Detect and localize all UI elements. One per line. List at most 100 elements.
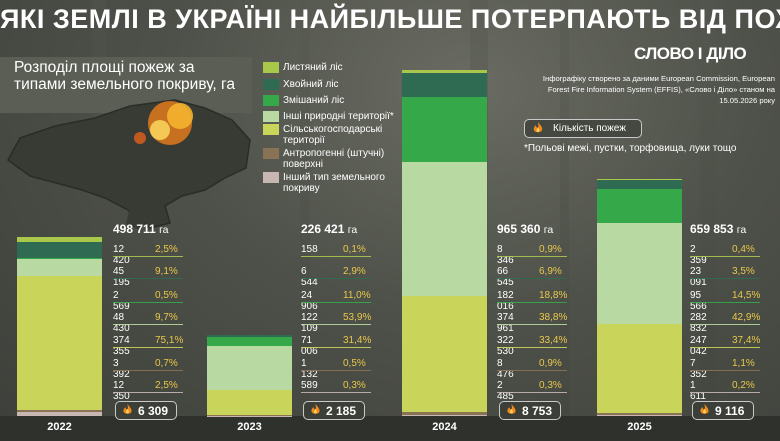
data-label-value: 45 195 <box>113 266 130 288</box>
data-label-percent: 0,7% <box>155 358 178 369</box>
data-label-value: 158 <box>301 244 318 255</box>
data-label-percent: 33,4% <box>539 335 568 346</box>
bar-segment <box>17 237 102 242</box>
ukraine-map-icon <box>7 99 251 230</box>
flame-icon <box>309 403 322 419</box>
bar-segment <box>402 415 487 416</box>
bar-total-label: 965 360 га <box>497 222 553 236</box>
legend-label: Листяний ліс <box>283 62 343 73</box>
data-label-percent: 9,1% <box>155 266 178 277</box>
data-label-percent: 2,5% <box>155 244 178 255</box>
data-label-underline <box>113 347 183 348</box>
x-tick-label: 2023 <box>237 421 262 433</box>
data-label-percent: 2,9% <box>343 266 366 277</box>
bar-total-label: 659 853 га <box>690 222 746 236</box>
data-label-value: 3 392 <box>113 358 130 380</box>
total-value: 659 853 <box>690 222 737 236</box>
total-value: 226 421 <box>301 222 348 236</box>
data-label-value: 12 350 <box>113 380 130 402</box>
data-label-underline <box>301 278 371 279</box>
data-label-percent: 2,5% <box>155 380 178 391</box>
legend-label: Хвойний ліс <box>283 79 339 90</box>
data-label-underline <box>301 370 371 371</box>
bottom-band <box>0 416 780 441</box>
footnote: *Польові межі, пустки, торфовища, луки т… <box>524 143 737 154</box>
data-label-value: 322 530 <box>497 335 514 357</box>
data-label-percent: 1,1% <box>732 358 755 369</box>
source-credit: Інфографіку створено за даними European … <box>542 74 775 105</box>
data-label-value: 182 016 <box>497 290 514 312</box>
data-label-underline <box>690 256 760 257</box>
data-label-underline <box>301 256 371 257</box>
bar-total-label: 226 421 га <box>301 222 357 236</box>
data-label-percent: 0,4% <box>732 244 755 255</box>
data-label-underline <box>497 324 567 325</box>
data-label-percent: 6,9% <box>539 266 562 277</box>
data-label-value: 71 006 <box>301 335 318 357</box>
x-tick-label: 2025 <box>627 421 652 433</box>
data-label-percent: 37,4% <box>732 335 761 346</box>
bar-segment <box>597 222 682 325</box>
fires-count-value: 8 753 <box>522 404 553 418</box>
data-label-underline <box>301 347 371 348</box>
brand-logo: СЛОВО І ДІЛО <box>634 44 747 63</box>
data-label-underline <box>690 370 760 371</box>
data-label-value: 589 <box>301 380 318 391</box>
data-label-value: 7 352 <box>690 358 707 380</box>
data-label-underline <box>690 324 760 325</box>
total-unit: га <box>736 224 747 236</box>
legend-swatch <box>263 148 279 159</box>
bar-segment <box>597 188 682 223</box>
data-label-percent: 3,5% <box>732 266 755 277</box>
fires-count-value: 2 185 <box>326 404 357 418</box>
data-label-percent: 14,5% <box>732 290 761 301</box>
data-label-value: 24 906 <box>301 290 318 312</box>
data-label-underline <box>113 302 183 303</box>
data-label-percent: 0,2% <box>732 380 755 391</box>
fires-count-badge: 9 116 <box>692 401 754 420</box>
legend-swatch <box>263 111 279 122</box>
data-label-value: 1 611 <box>690 380 706 402</box>
total-value: 498 711 <box>113 222 160 236</box>
data-label-percent: 42,9% <box>732 312 761 323</box>
data-label-underline <box>497 302 567 303</box>
bar-segment <box>402 162 487 297</box>
legend-swatch <box>263 172 279 183</box>
fires-count-badge: 2 185 <box>303 401 365 420</box>
data-label-percent: 18,8% <box>539 290 568 301</box>
data-label-underline <box>301 392 371 393</box>
data-label-underline <box>690 347 760 348</box>
data-label-percent: 0,9% <box>539 244 562 255</box>
data-label-underline <box>113 370 183 371</box>
data-label-percent: 0,3% <box>539 380 562 391</box>
data-label-underline <box>690 278 760 279</box>
subtitle-box <box>0 57 252 113</box>
bar-segment <box>597 180 682 189</box>
data-label-value: 374 355 <box>113 335 130 357</box>
bar-2023 <box>207 334 292 416</box>
data-label-value: 2 359 <box>690 244 707 266</box>
fires-count-badge: 8 753 <box>499 401 561 420</box>
bar-2025 <box>597 179 682 416</box>
bar-segment <box>597 412 682 416</box>
data-label-underline <box>301 324 371 325</box>
fires-count-key: Кількість пожеж <box>524 119 642 138</box>
data-label-percent: 0,9% <box>539 358 562 369</box>
data-label-underline <box>690 302 760 303</box>
data-label-value: 48 430 <box>113 312 130 334</box>
bar-segment <box>17 410 102 412</box>
total-unit: га <box>543 224 554 236</box>
background-tree <box>300 0 310 441</box>
bar-segment <box>17 257 102 259</box>
bar-segment <box>207 389 292 416</box>
legend-label: Антропогенні (штучні) поверхні <box>283 148 385 170</box>
data-label-underline <box>497 278 567 279</box>
bar-segment <box>207 334 292 338</box>
data-label-value: 2 569 <box>113 290 130 312</box>
data-label-value: 8 476 <box>497 358 514 380</box>
legend-swatch <box>263 95 279 106</box>
flame-icon <box>698 403 711 419</box>
bar-segment <box>597 324 682 413</box>
fires-key-label: Кількість пожеж <box>553 123 626 134</box>
legend-swatch <box>263 124 279 135</box>
